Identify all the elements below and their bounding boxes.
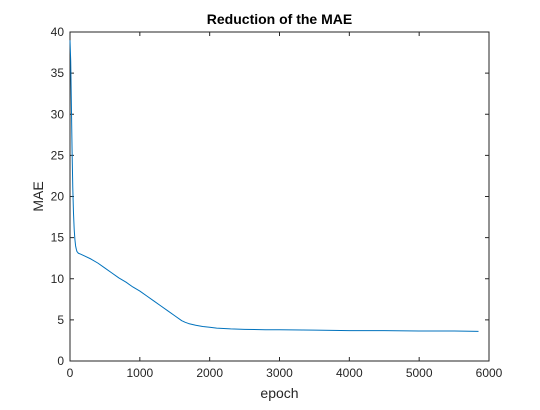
y-tick-label: 20 bbox=[51, 190, 65, 204]
x-axis-ticks: 0 1000 2000 3000 4000 5000 6000 bbox=[67, 32, 503, 380]
y-axis-ticks: 0 5 10 15 20 25 30 35 40 bbox=[51, 25, 489, 368]
x-tick-label: 5000 bbox=[406, 366, 433, 380]
y-tick-label: 30 bbox=[51, 107, 65, 121]
plot-area bbox=[69, 31, 490, 362]
y-tick-label: 40 bbox=[51, 25, 65, 39]
y-tick-label: 0 bbox=[57, 354, 64, 368]
x-tick-label: 3000 bbox=[266, 366, 293, 380]
y-tick-label: 25 bbox=[51, 148, 65, 162]
y-tick-label: 10 bbox=[51, 272, 65, 286]
chart-title: Reduction of the MAE bbox=[207, 11, 352, 27]
x-tick-label: 0 bbox=[67, 366, 74, 380]
x-tick-label: 4000 bbox=[336, 366, 363, 380]
x-tick-label: 2000 bbox=[196, 366, 223, 380]
series-line-mae bbox=[69, 40, 479, 332]
y-axis-label: MAE bbox=[30, 181, 46, 211]
x-tick-label: 6000 bbox=[476, 366, 503, 380]
x-tick-label: 1000 bbox=[126, 366, 153, 380]
y-tick-label: 35 bbox=[51, 66, 65, 80]
y-tick-label: 15 bbox=[51, 231, 65, 245]
y-tick-label: 5 bbox=[57, 313, 64, 327]
x-axis-label: epoch bbox=[260, 385, 298, 401]
series-layer bbox=[69, 40, 479, 332]
